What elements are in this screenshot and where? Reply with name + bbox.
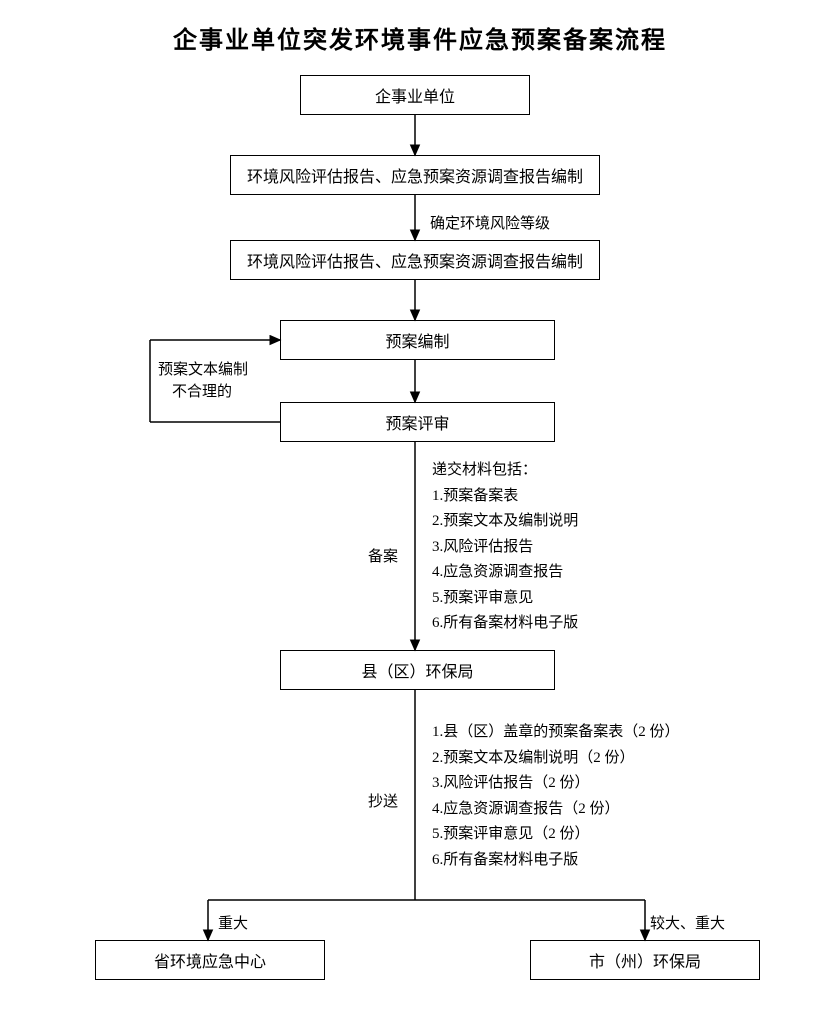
node-text: 预案编制 bbox=[385, 328, 449, 352]
node-city-epa: 市（州）环保局 bbox=[530, 940, 760, 980]
node-risk-report-1: 环境风险评估报告、应急预案资源调查报告编制 bbox=[230, 155, 600, 195]
node-text: 县（区）环保局 bbox=[361, 658, 473, 682]
node-text: 预案评审 bbox=[385, 410, 449, 434]
node-plan-review: 预案评审 bbox=[280, 402, 555, 442]
node-text: 企事业单位 bbox=[375, 83, 455, 107]
node-enterprise: 企事业单位 bbox=[300, 75, 530, 115]
connector-lines bbox=[0, 0, 840, 1024]
node-text: 市（州）环保局 bbox=[589, 948, 701, 972]
branch-label-larger-major: 较大、重大 bbox=[650, 912, 725, 933]
edge-label-filing: 备案 bbox=[368, 545, 398, 566]
node-text: 环境风险评估报告、应急预案资源调查报告编制 bbox=[247, 248, 583, 272]
materials-list-1: 递交材料包括：1.预案备案表2.预案文本及编制说明3.风险评估报告4.应急资源调… bbox=[432, 458, 578, 637]
node-provincial-center: 省环境应急中心 bbox=[95, 940, 325, 980]
node-risk-report-2: 环境风险评估报告、应急预案资源调查报告编制 bbox=[230, 240, 600, 280]
materials-list-2: 1.县（区）盖章的预案备案表（2 份）2.预案文本及编制说明（2 份）3.风险评… bbox=[432, 720, 680, 873]
node-text: 省环境应急中心 bbox=[154, 948, 266, 972]
branch-label-major: 重大 bbox=[218, 912, 248, 933]
edge-label-cc: 抄送 bbox=[368, 790, 398, 811]
node-text: 环境风险评估报告、应急预案资源调查报告编制 bbox=[247, 163, 583, 187]
edge-label-risk-level: 确定环境风险等级 bbox=[430, 212, 550, 233]
loop-label-line1: 预案文本编制 bbox=[158, 358, 248, 379]
node-county-epa: 县（区）环保局 bbox=[280, 650, 555, 690]
diagram-title: 企事业单位突发环境事件应急预案备案流程 bbox=[0, 0, 840, 55]
loop-label-line2: 不合理的 bbox=[172, 380, 232, 401]
node-plan-prepare: 预案编制 bbox=[280, 320, 555, 360]
